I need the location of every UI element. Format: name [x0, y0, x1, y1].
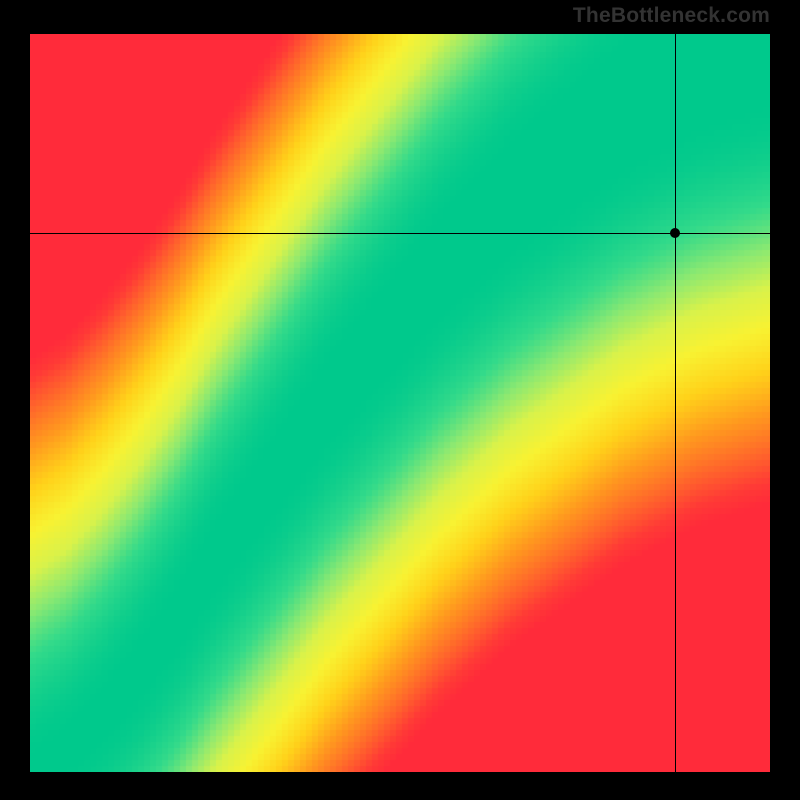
- heatmap-plot: [30, 34, 770, 772]
- source-watermark: TheBottleneck.com: [573, 4, 770, 28]
- crosshair-vertical: [675, 34, 676, 772]
- crosshair-horizontal: [30, 233, 770, 234]
- crosshair-marker: [670, 228, 680, 238]
- heatmap-canvas: [30, 34, 770, 772]
